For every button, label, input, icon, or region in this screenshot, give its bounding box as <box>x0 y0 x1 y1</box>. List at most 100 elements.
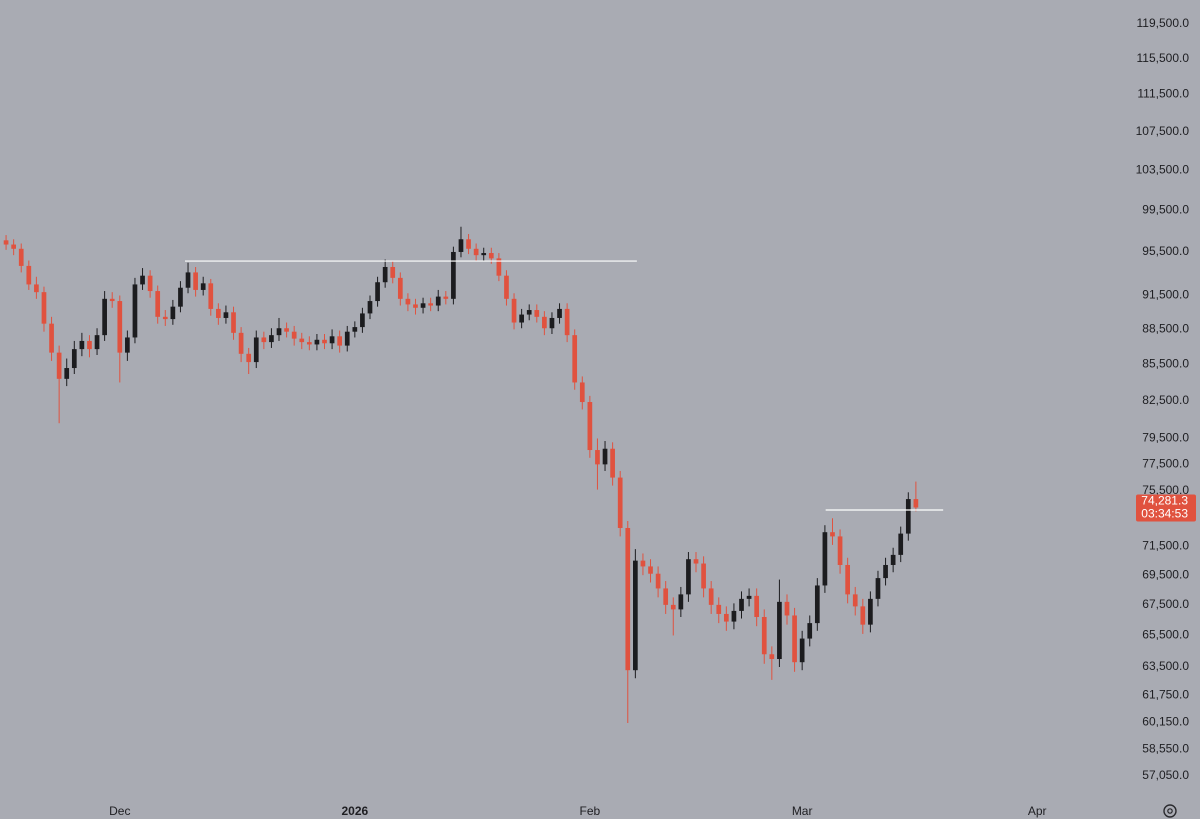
candle-body <box>87 340 92 350</box>
candle-body <box>534 310 540 317</box>
candle <box>746 588 752 607</box>
candle-body <box>466 239 471 249</box>
candle-body <box>291 331 297 339</box>
y-tick-label: 119,500.0 <box>1137 16 1190 30</box>
candle <box>799 630 805 671</box>
candle <box>496 253 502 282</box>
candle <box>132 277 138 344</box>
countdown-label: 03:34:53 <box>1141 507 1188 521</box>
candle <box>883 557 888 586</box>
candle <box>663 581 669 614</box>
candle <box>701 556 706 598</box>
y-tick-label: 99,500.0 <box>1142 202 1189 216</box>
candle-body <box>382 266 388 283</box>
candle-body <box>337 336 343 346</box>
candle <box>375 276 380 307</box>
y-tick-label: 107,500.0 <box>1136 124 1190 138</box>
candle-body <box>663 588 669 605</box>
candle <box>625 521 631 723</box>
candle <box>284 322 289 338</box>
candle <box>155 285 161 324</box>
candle-body <box>71 349 77 369</box>
candle-body <box>367 301 373 314</box>
candle-body <box>693 559 699 564</box>
candle <box>564 303 570 343</box>
y-tick-label: 77,500.0 <box>1142 457 1189 471</box>
candle-body <box>496 258 502 276</box>
candle <box>511 293 517 330</box>
candle-body <box>860 606 866 625</box>
candle-body <box>898 533 904 555</box>
candle-body <box>420 303 426 308</box>
candle <box>178 281 183 313</box>
candle-body <box>428 303 433 306</box>
candle <box>162 310 168 326</box>
candle-body <box>572 335 578 383</box>
candle <box>481 247 487 261</box>
y-tick-label: 91,500.0 <box>1142 288 1189 302</box>
candle-body <box>200 283 206 290</box>
candle <box>200 276 206 296</box>
candle-body <box>140 275 145 285</box>
candle <box>716 597 722 624</box>
candle-body <box>306 342 312 345</box>
candle <box>777 579 782 667</box>
candle-body <box>269 335 274 343</box>
candle-body <box>322 339 327 344</box>
candle <box>572 329 578 390</box>
candle-body <box>913 499 919 508</box>
candle-body <box>132 284 138 338</box>
candle-body <box>352 327 358 332</box>
candle-body <box>397 277 403 299</box>
candle <box>602 441 608 471</box>
candle-body <box>178 287 183 307</box>
candle-body <box>56 352 62 379</box>
candle <box>11 239 16 256</box>
candle-body <box>390 266 396 278</box>
candle <box>276 317 282 341</box>
candle-body <box>845 564 850 595</box>
candle-body <box>686 559 691 595</box>
candle-body <box>799 638 805 663</box>
candle-body <box>633 560 638 671</box>
candle-body <box>413 304 418 308</box>
x-tick-label: 2026 <box>341 804 368 818</box>
candle-body <box>329 336 335 344</box>
candle <box>147 270 153 298</box>
candle <box>731 603 737 630</box>
candle-body <box>299 338 305 343</box>
candle <box>367 295 373 320</box>
candle <box>64 358 70 387</box>
candle <box>905 492 911 541</box>
candle <box>405 293 411 312</box>
candle-body <box>746 595 752 599</box>
candle-body <box>231 312 236 333</box>
candle-body <box>610 448 615 478</box>
y-tick-label: 71,500.0 <box>1142 538 1189 552</box>
candle-body <box>102 298 107 336</box>
candle <box>890 547 896 573</box>
candle <box>94 328 100 355</box>
candle-body <box>519 314 524 323</box>
candle-body <box>3 240 9 245</box>
candle <box>610 442 615 486</box>
candle-body <box>435 296 441 306</box>
candle-body <box>579 382 585 403</box>
candle <box>443 291 449 305</box>
settings-icon[interactable] <box>1163 804 1177 818</box>
candle-body <box>678 594 684 610</box>
candle <box>754 588 760 627</box>
candle-body <box>777 601 782 660</box>
candle-body <box>193 272 198 290</box>
candle-body <box>375 282 380 302</box>
candle <box>769 646 775 680</box>
candle <box>329 329 335 350</box>
candle-body <box>11 244 16 249</box>
candle <box>913 481 919 512</box>
settings-ring[interactable] <box>1163 804 1177 818</box>
candle <box>814 578 820 631</box>
y-tick-label: 60,150.0 <box>1142 714 1189 728</box>
candle <box>868 591 873 633</box>
candle <box>390 261 396 284</box>
settings-dot[interactable] <box>1167 808 1173 814</box>
